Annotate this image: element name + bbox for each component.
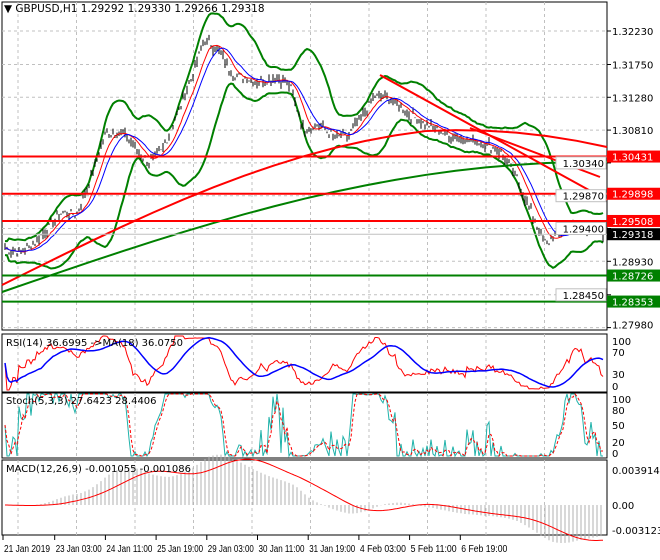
rsi-tick-label: 0 [612, 382, 618, 393]
panel-frame-2 [1, 392, 608, 459]
rsi-tick-label: 70 [612, 348, 625, 359]
level-tag [607, 269, 660, 282]
macd-tick-label: 0.003914 [612, 466, 660, 477]
stoch-tick-label: 50 [612, 421, 625, 432]
price-tick-label-bg [555, 156, 607, 170]
price-tick-label: 1.31750 [612, 60, 653, 71]
panel-frame-0 [1, 1, 608, 331]
price-tick-label-bg [555, 221, 607, 235]
bollinger-upper [5, 12, 604, 243]
time-tick-label: 31 Jan 19:00 [309, 544, 355, 555]
high: 1.29330 [127, 3, 171, 15]
macd-tick-label: 0.00 [612, 501, 634, 512]
stoch-title: Stoch(5,3,3) 27.6423 28.4406 [6, 396, 157, 407]
price-tick-label: 1.28930 [612, 257, 653, 268]
level-label: 1.29898 [612, 190, 653, 201]
price-tick-label: 1.29870 [563, 192, 604, 203]
price-tick-label: 1.30340 [563, 159, 604, 170]
chart-header: ▼ GBPUSD,H1 1.29292 1.29330 1.29266 1.29… [4, 3, 265, 15]
level-label: 1.30431 [612, 153, 653, 164]
level-label: 1.28726 [612, 272, 653, 283]
price-tick-label-bg [555, 288, 607, 302]
bollinger-lower [4, 82, 604, 270]
stoch-tick-label: 20 [612, 438, 625, 449]
stoch-tick-label: 0 [612, 449, 618, 460]
level-tag [607, 295, 660, 308]
rsi-title: RSI(14) 36.6995 ->MA(18) 36.0750 [6, 338, 183, 349]
time-tick-label: 25 Jan 19:00 [157, 544, 203, 555]
macd-signal-line [5, 458, 604, 541]
panel-frame-3 [1, 459, 608, 536]
time-tick-label: 24 Jan 11:00 [106, 544, 152, 555]
stoch-tick-label: 80 [612, 406, 625, 417]
close: 1.29318 [221, 3, 265, 15]
price-tick-label: 1.28450 [563, 291, 604, 302]
current-price-tag [607, 228, 660, 241]
price-tick-label: 1.29400 [563, 224, 604, 235]
panel-frame-1 [1, 333, 608, 393]
open: 1.29292 [80, 3, 125, 15]
ma-200-green [1, 161, 608, 293]
price-tick-label: 1.32230 [612, 27, 653, 38]
time-tick-label: 21 Jan 2019 [4, 544, 50, 555]
time-tick-label: 5 Feb 11:00 [411, 544, 457, 555]
time-tick-label: 6 Feb 19:00 [461, 544, 507, 555]
price-tick-label: 1.27980 [612, 321, 653, 332]
level-tag [607, 150, 660, 163]
time-tick-label: 29 Jan 03:00 [208, 544, 254, 555]
level-tag [607, 214, 660, 227]
price-tick-label-bg [555, 189, 607, 203]
stoch-signal [4, 393, 603, 458]
level-label: 1.29508 [612, 217, 653, 228]
dropdown-icon[interactable]: ▼ [4, 3, 16, 15]
level-tag [607, 187, 660, 200]
time-tick-label: 23 Jan 03:00 [56, 544, 102, 555]
rsi-tick-label: 100 [612, 337, 631, 348]
time-tick-label: 30 Jan 11:00 [259, 544, 305, 555]
rsi-tick-label: 30 [612, 370, 625, 381]
rsi-ma-line [4, 336, 604, 388]
signal-ma [4, 47, 604, 252]
symbol: GBPUSD,H1 [15, 3, 78, 15]
rsi-line [4, 335, 604, 391]
time-tick-label: 4 Feb 03:00 [360, 544, 406, 555]
stoch-main [4, 393, 603, 458]
level-label: 1.28353 [612, 298, 653, 309]
price-tick-label: 1.31280 [612, 93, 653, 104]
low: 1.29266 [174, 3, 218, 15]
price-tick-label: 1.30810 [612, 126, 653, 137]
macd-tick-label: -0.003123 [612, 526, 660, 537]
macd-title: MACD(12,26,9) -0.001055 -0.001086 [6, 464, 191, 475]
current-price-label: 1.29318 [612, 230, 653, 241]
stoch-tick-label: 100 [612, 395, 631, 406]
